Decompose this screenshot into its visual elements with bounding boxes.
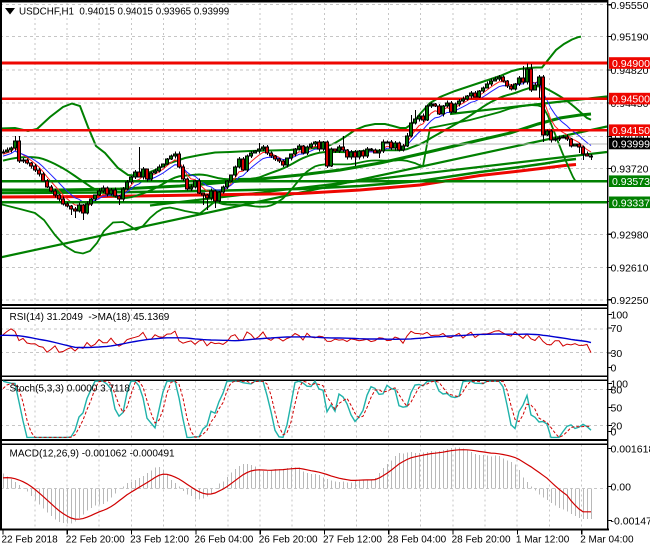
svg-text:70: 70 [611, 323, 623, 335]
svg-text:26 Feb 04:00: 26 Feb 04:00 [194, 535, 253, 546]
svg-text:0.94900: 0.94900 [612, 58, 650, 70]
svg-text:22 Feb 20:00: 22 Feb 20:00 [66, 535, 125, 546]
svg-text:50: 50 [611, 403, 623, 415]
svg-text:0.93573: 0.93573 [612, 176, 650, 188]
svg-text:0.95190: 0.95190 [611, 32, 649, 44]
svg-text:0.00: 0.00 [611, 482, 632, 494]
svg-text:27 Feb 12:00: 27 Feb 12:00 [323, 535, 382, 546]
svg-text:RSI(14) 31.2049 ->MA(18) 45.1: RSI(14) 31.2049 ->MA(18) 45.1369 [10, 312, 170, 323]
svg-text:100: 100 [611, 310, 629, 322]
svg-text:2 Mar 04:00: 2 Mar 04:00 [580, 535, 634, 546]
svg-text:0.92610: 0.92610 [611, 262, 649, 274]
svg-text:0.93720: 0.93720 [611, 164, 649, 176]
svg-text:100: 100 [611, 379, 629, 391]
svg-text:0.93999: 0.93999 [612, 139, 650, 151]
svg-text:-0.001477: -0.001477 [611, 516, 650, 528]
svg-text:0.93337: 0.93337 [612, 197, 650, 209]
svg-text:0.92250: 0.92250 [611, 295, 649, 307]
svg-text:0.92980: 0.92980 [611, 229, 649, 241]
svg-text:0.94150: 0.94150 [612, 125, 650, 137]
svg-text:28 Feb 04:00: 28 Feb 04:00 [387, 535, 446, 546]
svg-text:0.94500: 0.94500 [612, 94, 650, 106]
svg-text:26 Feb 20:00: 26 Feb 20:00 [259, 535, 318, 546]
svg-text:20: 20 [611, 421, 623, 433]
svg-text:MACD(12,26,9) -0.001062 -0.000: MACD(12,26,9) -0.001062 -0.000491 [10, 449, 176, 460]
svg-text:1 Mar 12:00: 1 Mar 12:00 [516, 535, 570, 546]
svg-text:Stoch(5,3,3) 0.0000 3.7118: Stoch(5,3,3) 0.0000 3.7118 [10, 384, 131, 395]
svg-text:0.001618: 0.001618 [611, 444, 650, 456]
svg-text:0.95550: 0.95550 [611, 0, 649, 12]
svg-text:22 Feb 2018: 22 Feb 2018 [2, 535, 59, 546]
svg-text:28 Feb 20:00: 28 Feb 20:00 [452, 535, 511, 546]
svg-text:23 Feb 12:00: 23 Feb 12:00 [130, 535, 189, 546]
svg-text:USDCHF,H1 0.94015 0.94015 0.9: USDCHF,H1 0.94015 0.94015 0.93965 0.9399… [19, 7, 229, 18]
svg-text:0: 0 [611, 363, 617, 375]
svg-text:80: 80 [611, 385, 623, 397]
svg-text:0: 0 [611, 427, 617, 439]
svg-text:30: 30 [611, 348, 623, 360]
